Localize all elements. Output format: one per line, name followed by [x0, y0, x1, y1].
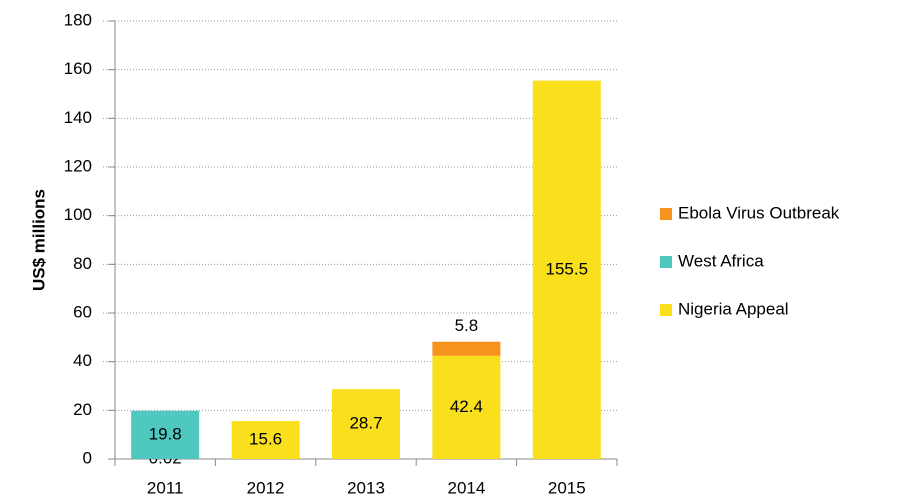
y-tick-label: 120: [64, 156, 92, 175]
bar-segment: [231, 421, 300, 459]
bar-segment: [131, 410, 200, 459]
legend-swatch: [660, 304, 672, 316]
data-label: 155.5: [546, 259, 589, 278]
data-label: 28.7: [349, 414, 382, 433]
x-tick-label: 2013: [347, 478, 385, 497]
y-tick-label: 0: [83, 448, 92, 467]
y-tick-label: 80: [73, 254, 92, 273]
bar-segment: [432, 341, 501, 356]
y-tick-label: 40: [73, 351, 92, 370]
legend-swatch: [660, 256, 672, 268]
bar-segment: [532, 80, 601, 459]
data-label: 15.6: [249, 430, 282, 449]
y-axis-label: US$ millions: [29, 189, 48, 291]
y-tick-label: 100: [64, 205, 92, 224]
x-tick-label: 2011: [147, 478, 184, 497]
x-tick-label: 2014: [447, 478, 485, 497]
y-tick-label: 60: [73, 302, 92, 321]
bar-segment: [332, 389, 400, 459]
x-tick-label: 2012: [247, 478, 285, 497]
legend-label: Ebola Virus Outbreak: [678, 203, 840, 222]
y-tick-label: 180: [64, 10, 92, 29]
y-tick-label: 140: [64, 108, 92, 127]
legend-swatch: [660, 208, 672, 220]
legend-label: Nigeria Appeal: [678, 299, 789, 318]
bar-segment: [432, 355, 501, 459]
data-label: 5.8: [455, 316, 479, 335]
y-tick-label: 160: [64, 59, 92, 78]
legend-label: West Africa: [678, 251, 764, 270]
y-tick-label: 20: [73, 400, 92, 419]
x-tick-label: 2015: [548, 478, 586, 497]
data-label: 19.8: [149, 424, 182, 443]
data-label: 42.4: [450, 397, 483, 416]
